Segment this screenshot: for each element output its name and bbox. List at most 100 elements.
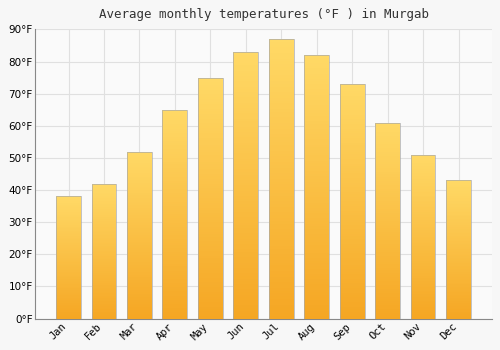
Bar bbox=[269, 274, 293, 276]
Bar bbox=[304, 303, 329, 306]
Bar bbox=[127, 220, 152, 222]
Bar bbox=[304, 137, 329, 139]
Bar bbox=[92, 201, 116, 203]
Bar bbox=[127, 280, 152, 282]
Bar bbox=[410, 210, 436, 212]
Bar bbox=[446, 303, 471, 305]
Bar bbox=[304, 208, 329, 211]
Bar bbox=[92, 255, 116, 257]
Bar bbox=[410, 224, 436, 225]
Bar bbox=[234, 92, 258, 94]
Bar bbox=[410, 274, 436, 276]
Bar bbox=[375, 254, 400, 256]
Bar bbox=[127, 294, 152, 295]
Bar bbox=[198, 304, 222, 307]
Bar bbox=[92, 254, 116, 255]
Bar bbox=[234, 289, 258, 292]
Bar bbox=[446, 277, 471, 279]
Bar bbox=[446, 226, 471, 228]
Bar bbox=[375, 174, 400, 175]
Bar bbox=[304, 79, 329, 82]
Bar bbox=[234, 105, 258, 108]
Bar bbox=[198, 138, 222, 140]
Bar bbox=[410, 306, 436, 307]
Bar bbox=[162, 243, 188, 245]
Bar bbox=[375, 279, 400, 281]
Bar bbox=[269, 103, 293, 106]
Bar bbox=[162, 197, 188, 199]
Bar bbox=[234, 265, 258, 268]
Bar bbox=[446, 200, 471, 201]
Bar bbox=[340, 187, 364, 190]
Bar bbox=[162, 154, 188, 156]
Bar bbox=[340, 84, 364, 86]
Bar bbox=[198, 111, 222, 114]
Bar bbox=[127, 248, 152, 250]
Bar bbox=[56, 225, 81, 226]
Bar bbox=[56, 228, 81, 230]
Bar bbox=[269, 218, 293, 221]
Bar bbox=[162, 199, 188, 202]
Bar bbox=[234, 65, 258, 68]
Bar bbox=[269, 212, 293, 215]
Bar bbox=[269, 64, 293, 67]
Bar bbox=[340, 117, 364, 119]
Bar bbox=[446, 316, 471, 317]
Bar bbox=[304, 258, 329, 261]
Bar bbox=[234, 300, 258, 302]
Bar bbox=[127, 242, 152, 243]
Bar bbox=[340, 239, 364, 241]
Bar bbox=[304, 89, 329, 92]
Bar bbox=[410, 292, 436, 294]
Bar bbox=[410, 250, 436, 251]
Bar bbox=[304, 179, 329, 182]
Bar bbox=[340, 272, 364, 274]
Bar bbox=[340, 281, 364, 284]
Bar bbox=[340, 255, 364, 258]
Bar bbox=[92, 239, 116, 240]
Bar bbox=[127, 205, 152, 206]
Bar bbox=[304, 308, 329, 311]
Bar bbox=[127, 175, 152, 176]
Bar bbox=[162, 283, 188, 285]
Bar bbox=[234, 246, 258, 249]
Bar bbox=[56, 254, 81, 255]
Bar bbox=[162, 193, 188, 195]
Bar bbox=[446, 181, 471, 318]
Bar bbox=[340, 290, 364, 293]
Bar bbox=[375, 299, 400, 301]
Bar bbox=[162, 225, 188, 227]
Bar bbox=[304, 229, 329, 232]
Bar bbox=[340, 168, 364, 171]
Bar bbox=[340, 150, 364, 152]
Bar bbox=[304, 105, 329, 108]
Bar bbox=[304, 145, 329, 147]
Bar bbox=[234, 183, 258, 185]
Bar bbox=[340, 260, 364, 262]
Bar bbox=[92, 275, 116, 277]
Bar bbox=[92, 193, 116, 195]
Bar bbox=[375, 158, 400, 160]
Bar bbox=[269, 285, 293, 288]
Bar bbox=[446, 298, 471, 299]
Bar bbox=[198, 249, 222, 251]
Bar bbox=[410, 188, 436, 189]
Bar bbox=[92, 296, 116, 297]
Bar bbox=[340, 262, 364, 265]
Bar bbox=[269, 232, 293, 235]
Bar bbox=[269, 260, 293, 262]
Bar bbox=[198, 307, 222, 309]
Bar bbox=[92, 238, 116, 239]
Bar bbox=[92, 289, 116, 290]
Bar bbox=[234, 217, 258, 220]
Bar bbox=[375, 315, 400, 317]
Bar bbox=[162, 214, 188, 216]
Bar bbox=[56, 287, 81, 288]
Bar bbox=[56, 243, 81, 244]
Bar bbox=[446, 257, 471, 258]
Bar bbox=[56, 255, 81, 256]
Bar bbox=[446, 255, 471, 257]
Bar bbox=[446, 183, 471, 184]
Bar bbox=[56, 222, 81, 223]
Bar bbox=[162, 227, 188, 229]
